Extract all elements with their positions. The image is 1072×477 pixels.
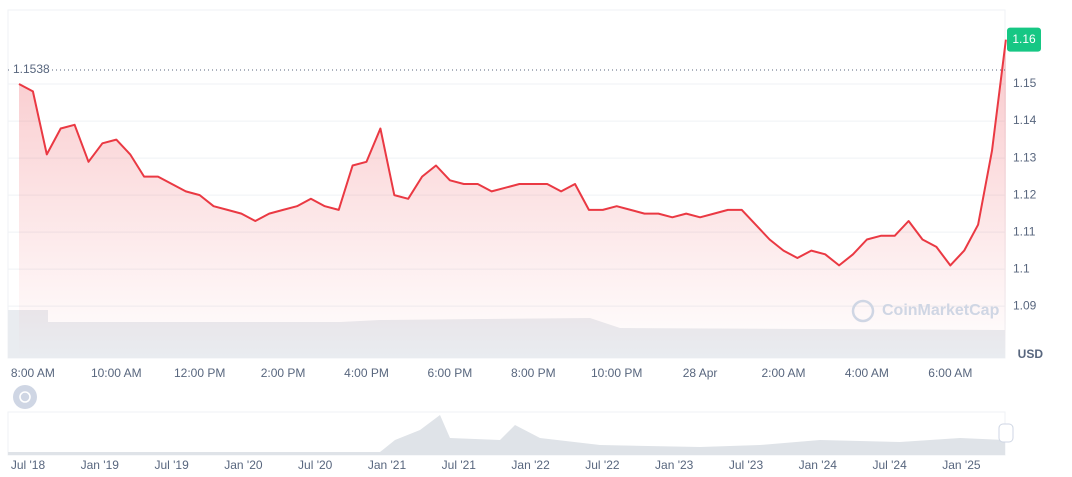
watermark: CoinMarketCap [882, 302, 1000, 319]
navigator-label: Jan '24 [799, 458, 838, 472]
navigator-label: Jul '22 [585, 458, 620, 472]
price-badge [1007, 27, 1041, 52]
reference-label: 1.1538 [13, 62, 50, 76]
price-area [19, 39, 1006, 358]
y-tick-label: 1.15 [1013, 76, 1037, 90]
x-tick-label: 6:00 AM [928, 366, 972, 380]
navigator-label: Jan '25 [942, 458, 981, 472]
navigator-label: Jul '21 [442, 458, 477, 472]
y-tick-label: 1.09 [1013, 298, 1037, 312]
navigator-area [8, 415, 1005, 455]
history-icon [19, 391, 31, 403]
navigator-label: Jan '20 [224, 458, 263, 472]
x-tick-label: 10:00 PM [591, 366, 642, 380]
navigator-label: Jul '20 [298, 458, 333, 472]
navigator-label: Jan '22 [511, 458, 550, 472]
history-button[interactable] [13, 385, 37, 409]
x-tick-label: 2:00 AM [761, 366, 805, 380]
navigator-label: Jul '18 [11, 458, 46, 472]
navigator-label: Jul '23 [729, 458, 764, 472]
x-tick-label: 4:00 AM [845, 366, 889, 380]
watermark-logo [851, 299, 875, 323]
y-tick-label: 1.13 [1013, 150, 1037, 164]
y-tick-label: 1.1 [1013, 261, 1030, 275]
x-tick-label: 8:00 PM [511, 366, 556, 380]
x-tick-label: 10:00 AM [91, 366, 142, 380]
y-tick-label: 1.12 [1013, 187, 1037, 201]
navigator-label: Jan '19 [81, 458, 120, 472]
y-tick-label: 1.11 [1013, 224, 1036, 238]
navigator-label: Jul '24 [872, 458, 907, 472]
x-tick-label: 4:00 PM [344, 366, 389, 380]
x-tick-label: 2:00 PM [261, 366, 306, 380]
x-tick-label: 28 Apr [683, 366, 718, 380]
reference-label-bg [10, 61, 52, 78]
price-badge-label: 1.16 [1012, 32, 1036, 46]
price-line [18, 39, 1007, 267]
unit-label: USD [1018, 347, 1044, 361]
navigator-label: Jul '19 [154, 458, 189, 472]
x-tick-label: 8:00 AM [11, 366, 55, 380]
navigator-label: Jan '23 [655, 458, 694, 472]
x-tick-label: 12:00 PM [174, 366, 225, 380]
navigator-handle[interactable] [998, 423, 1014, 443]
y-tick-label: 1.14 [1013, 113, 1037, 127]
x-tick-label: 6:00 PM [428, 366, 473, 380]
navigator-label: Jan '21 [368, 458, 407, 472]
